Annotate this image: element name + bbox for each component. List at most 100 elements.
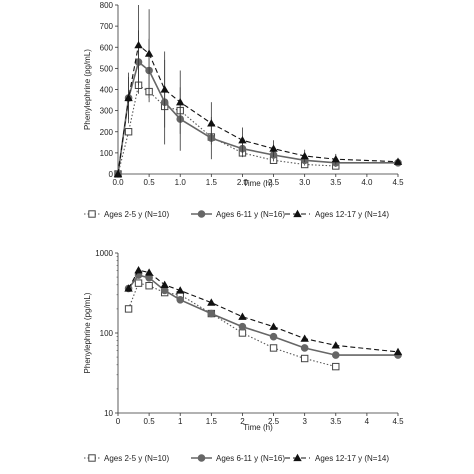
data-point (160, 286, 169, 295)
y-tick-label: 200 (100, 128, 114, 137)
data-point (176, 286, 185, 294)
data-point (144, 268, 154, 276)
y-axis-title: Phenylephrine (pg/mL) (83, 292, 92, 373)
x-tick-label: 2.0 (237, 178, 249, 187)
series-line (127, 274, 398, 356)
data-point (331, 155, 340, 163)
legend-entry: Ages 6-11 y (N=16) (216, 454, 285, 463)
x-tick-label: 2.5 (268, 178, 280, 187)
x-tick-label: 0.5 (144, 178, 156, 187)
x-tick-label: 3 (302, 417, 307, 426)
x-tick-label: 3.0 (299, 178, 311, 187)
legend-entry: Ages 12-17 y (N=14) (315, 210, 389, 219)
x-tick-label: 0 (116, 417, 121, 426)
data-point (331, 341, 340, 349)
data-point (176, 97, 185, 106)
data-point (207, 309, 216, 318)
data-point (160, 85, 169, 93)
data-point (134, 40, 143, 49)
data-point (300, 344, 309, 352)
data-point (393, 157, 403, 165)
data-point (144, 49, 154, 57)
series-line (128, 269, 399, 353)
data-point (300, 151, 309, 160)
y-tick-label: 10 (104, 409, 113, 418)
data-point (207, 298, 216, 306)
y-tick-label: 600 (100, 43, 114, 52)
y-tick-label: 0 (109, 170, 114, 179)
x-tick-label: 4.0 (361, 178, 373, 187)
data-point (207, 119, 216, 127)
data-point (160, 280, 169, 288)
y-axis-title: Phenylephrine (pg/mL) (83, 49, 92, 130)
x-tick-label: 2 (240, 417, 245, 426)
legend-entry: Ages 6-11 y (N=16) (216, 210, 285, 219)
data-point (269, 344, 278, 352)
data-point (124, 284, 133, 292)
data-point (332, 362, 340, 371)
x-tick-label: 0.5 (144, 417, 156, 426)
legend: Ages 2-5 y (N=10) Ages 6-11 y (N=16) Ages … (84, 453, 389, 463)
x-tick-label: 0.0 (112, 178, 124, 187)
y-tick-label: 100 (100, 329, 114, 338)
x-tick-label: 3.5 (330, 417, 342, 426)
chart-log: 0 0.5 1 1.5 2 2.5 3 3.5 4 4.5 10 100 1000 Time (h) Phe… (83, 249, 404, 463)
data-point (124, 93, 133, 102)
legend-marker (293, 453, 302, 462)
data-point (331, 351, 340, 359)
data-point (269, 322, 278, 330)
data-point (134, 265, 143, 274)
legend-marker (88, 454, 96, 462)
x-tick-label: 4 (365, 417, 370, 426)
legend-entry: Ages 2-5 y (N=10) (104, 210, 169, 219)
series-2 (124, 271, 402, 359)
y-tick-label: 300 (100, 107, 114, 116)
data-point (393, 347, 403, 356)
legend: Ages 2-5 y (N=10) Ages 6-11 y (N=16) Ages … (84, 209, 389, 219)
legend-marker (197, 454, 206, 462)
legend-marker (293, 209, 302, 218)
series-2 (114, 30, 402, 178)
legend-marker (197, 210, 206, 218)
series-line (117, 44, 399, 175)
series-line (117, 60, 398, 175)
data-point (300, 354, 309, 363)
data-point (269, 332, 278, 341)
series-line (128, 282, 336, 368)
x-tick-label: 3.5 (330, 178, 342, 187)
y-tick-label: 500 (100, 64, 114, 73)
y-tick-label: 800 (100, 1, 114, 10)
y-tick-label: 1000 (95, 249, 113, 258)
x-tick-label: 4.5 (392, 417, 404, 426)
series-3 (124, 265, 403, 356)
data-point (238, 329, 247, 337)
data-point (134, 279, 143, 287)
data-point (145, 282, 153, 290)
series-3 (113, 5, 403, 178)
x-axis-title: Time (h) (243, 179, 273, 188)
x-tick-label: 4.5 (392, 178, 404, 187)
x-tick-label: 1.0 (175, 178, 187, 187)
y-tick-label: 400 (100, 86, 114, 95)
data-point (269, 144, 278, 152)
data-point (238, 136, 247, 144)
data-point (113, 169, 123, 178)
legend-marker (88, 210, 96, 218)
x-tick-label: 1.5 (206, 178, 218, 187)
x-tick-label: 2.5 (268, 417, 280, 426)
y-tick-label: 700 (100, 22, 114, 31)
data-point (238, 322, 247, 331)
x-tick-label: 1 (178, 417, 183, 426)
data-point (124, 305, 133, 313)
x-tick-label: 1.5 (206, 417, 218, 426)
data-point (124, 128, 133, 136)
legend-entry: Ages 12-17 y (N=14) (315, 454, 389, 463)
series-1 (124, 279, 340, 371)
data-point (176, 296, 185, 304)
data-point (238, 312, 247, 320)
y-tick-label: 100 (100, 149, 114, 158)
legend-entry: Ages 2-5 y (N=10) (104, 454, 169, 463)
data-point (300, 334, 309, 342)
x-axis-title: Time (h) (243, 423, 273, 432)
